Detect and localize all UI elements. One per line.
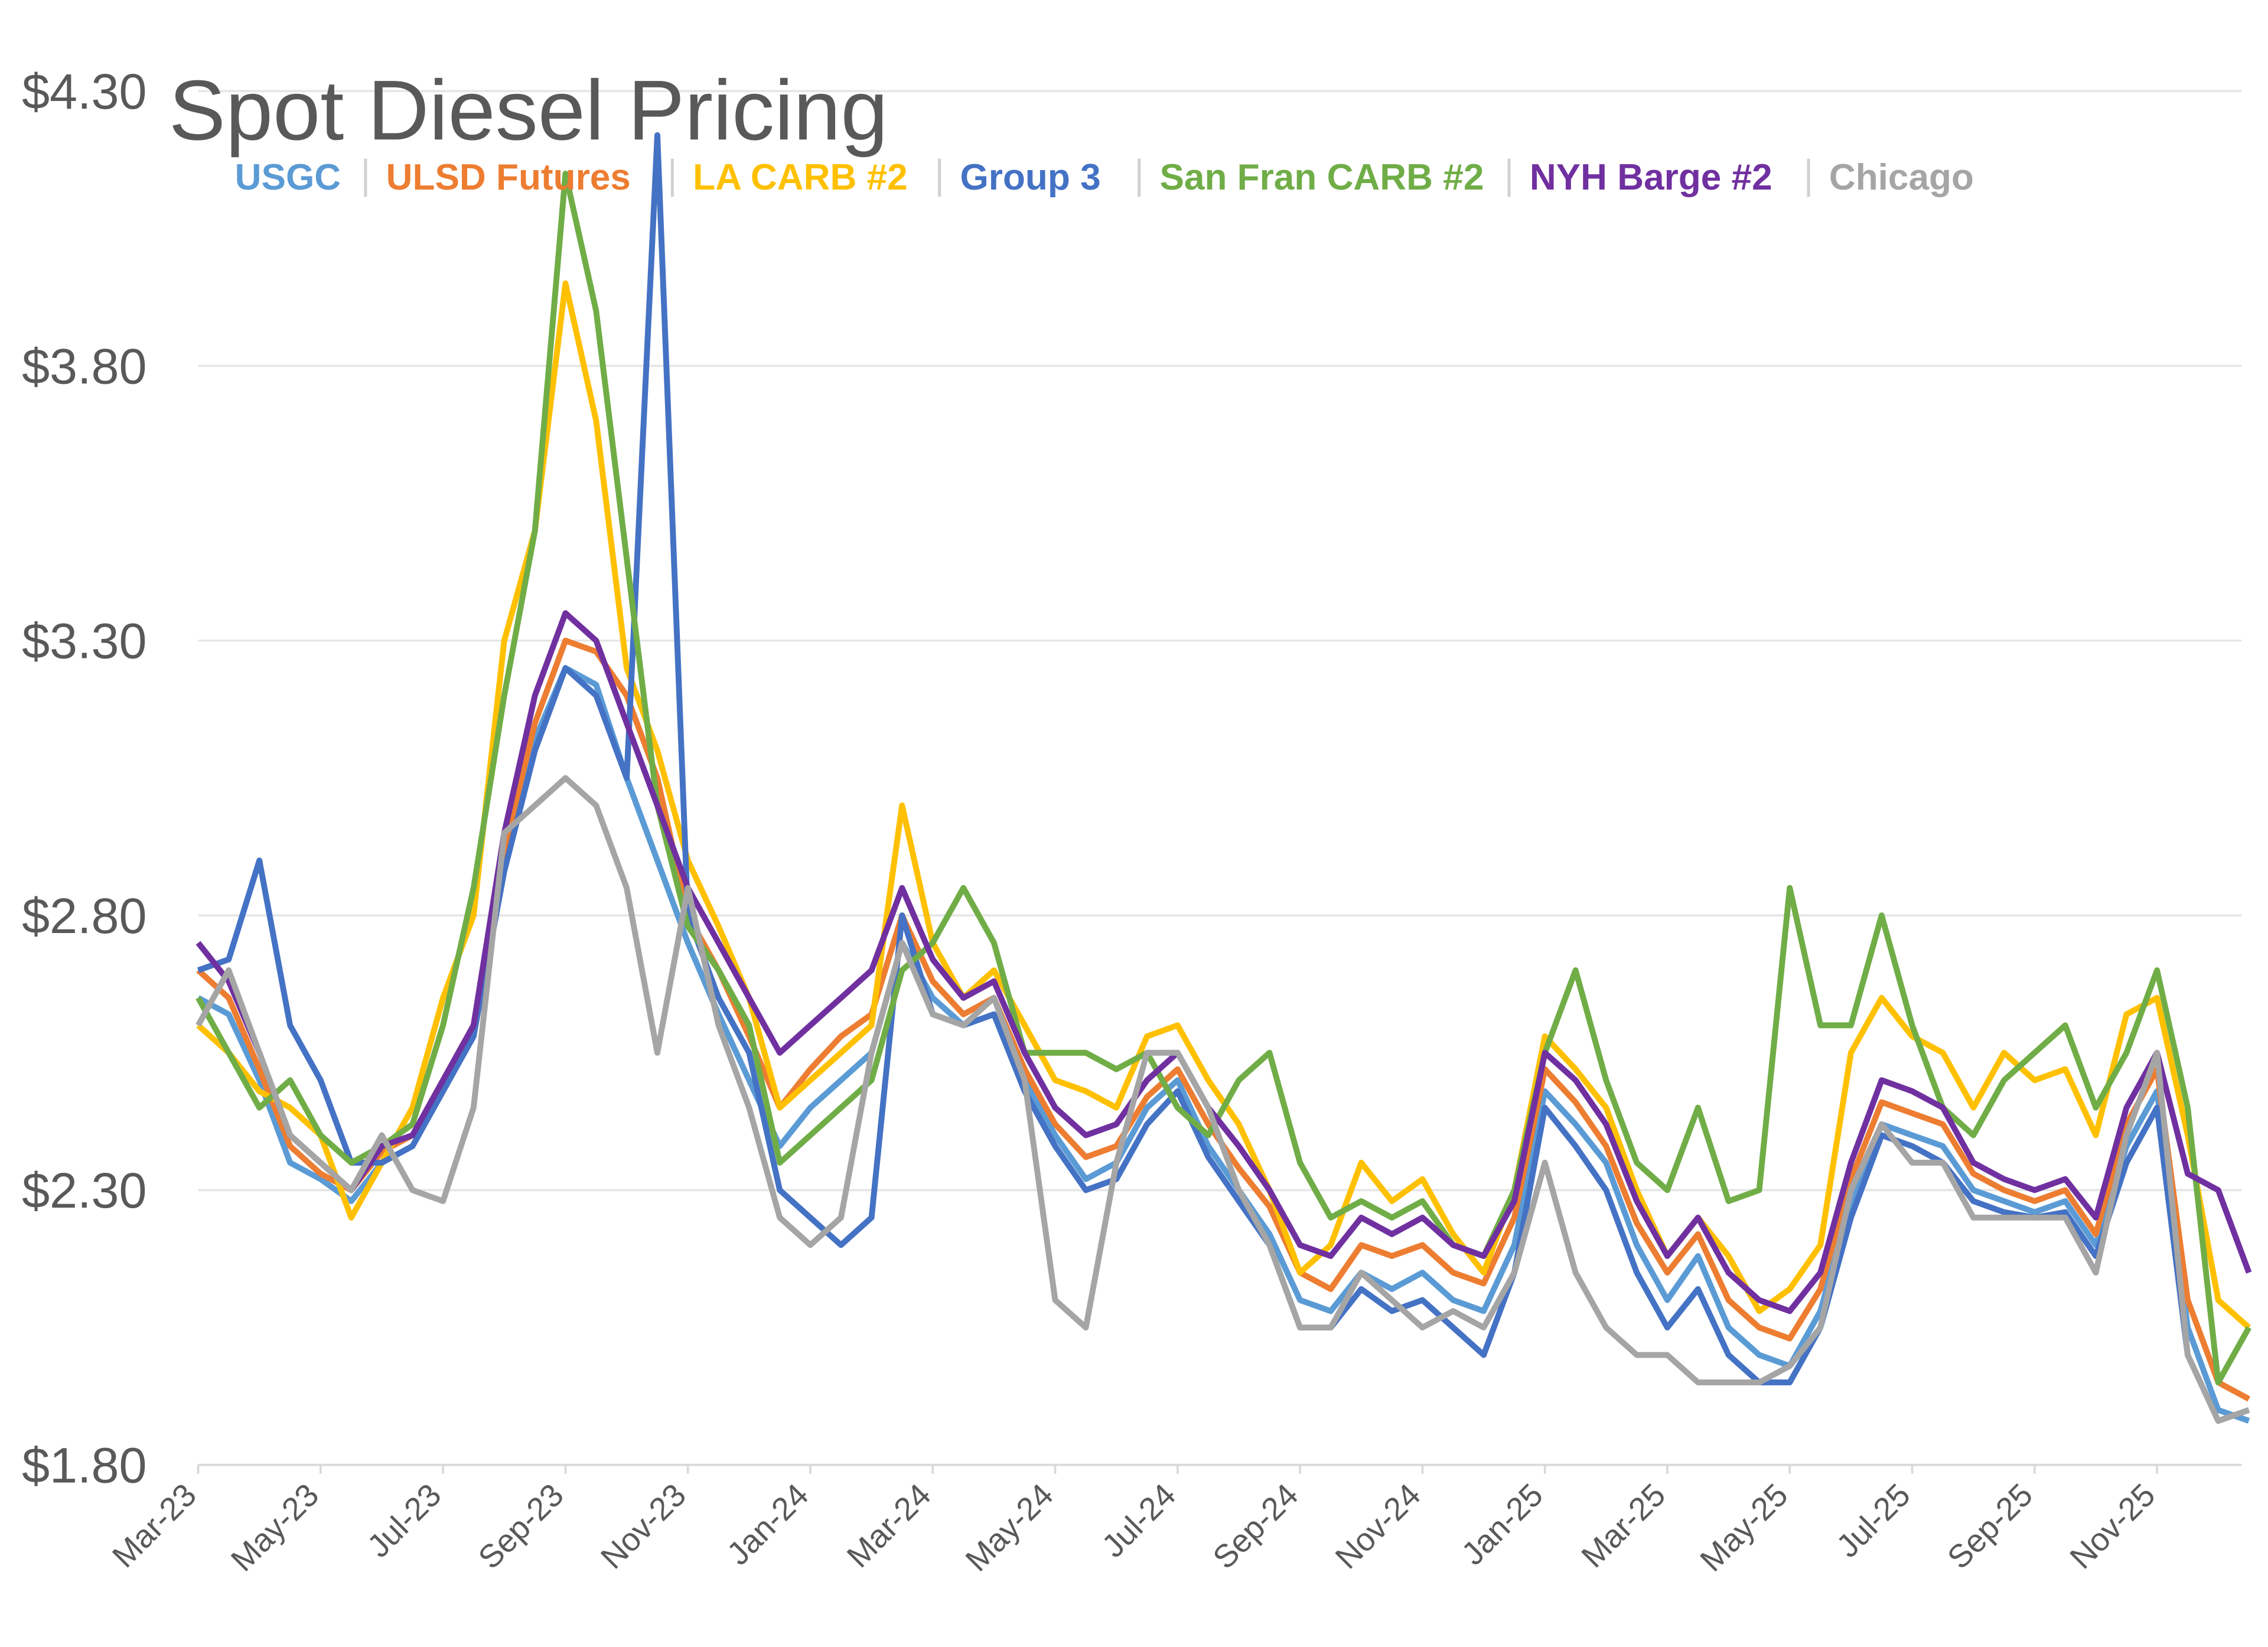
plot-lines [195, 132, 2252, 1424]
y-tick-label: $3.80 [22, 338, 146, 394]
series-line [197, 132, 2250, 1424]
legend-entry: LA CARB #2 [693, 157, 908, 198]
y-tick-label: $4.30 [22, 64, 146, 119]
legend-entry: San Fran CARB #2 [1159, 157, 1484, 198]
legend-entry: Group 3 [960, 157, 1100, 198]
legend-entry: ULSD Futures [386, 157, 631, 198]
legend: USGC ULSD Futures LA CARB #2 Group 3 San Fra… [235, 157, 1974, 198]
series-line [195, 610, 2252, 1315]
series-line [195, 170, 2252, 1385]
legend-entry: USGC [235, 157, 341, 198]
legend-entry: Chicago [1829, 157, 1974, 198]
y-tick-label: $2.80 [22, 888, 146, 944]
y-tick-label: $1.80 [22, 1437, 146, 1493]
series-line [195, 775, 2250, 1424]
chart-title: Spot Diesel Pricing [169, 63, 888, 158]
series-line [197, 665, 2250, 1424]
grid [197, 90, 2242, 1474]
y-tick-label: $2.30 [22, 1163, 146, 1218]
y-tick-label: $3.30 [22, 614, 146, 669]
legend-entry: NYH Barge #2 [1530, 157, 1772, 198]
